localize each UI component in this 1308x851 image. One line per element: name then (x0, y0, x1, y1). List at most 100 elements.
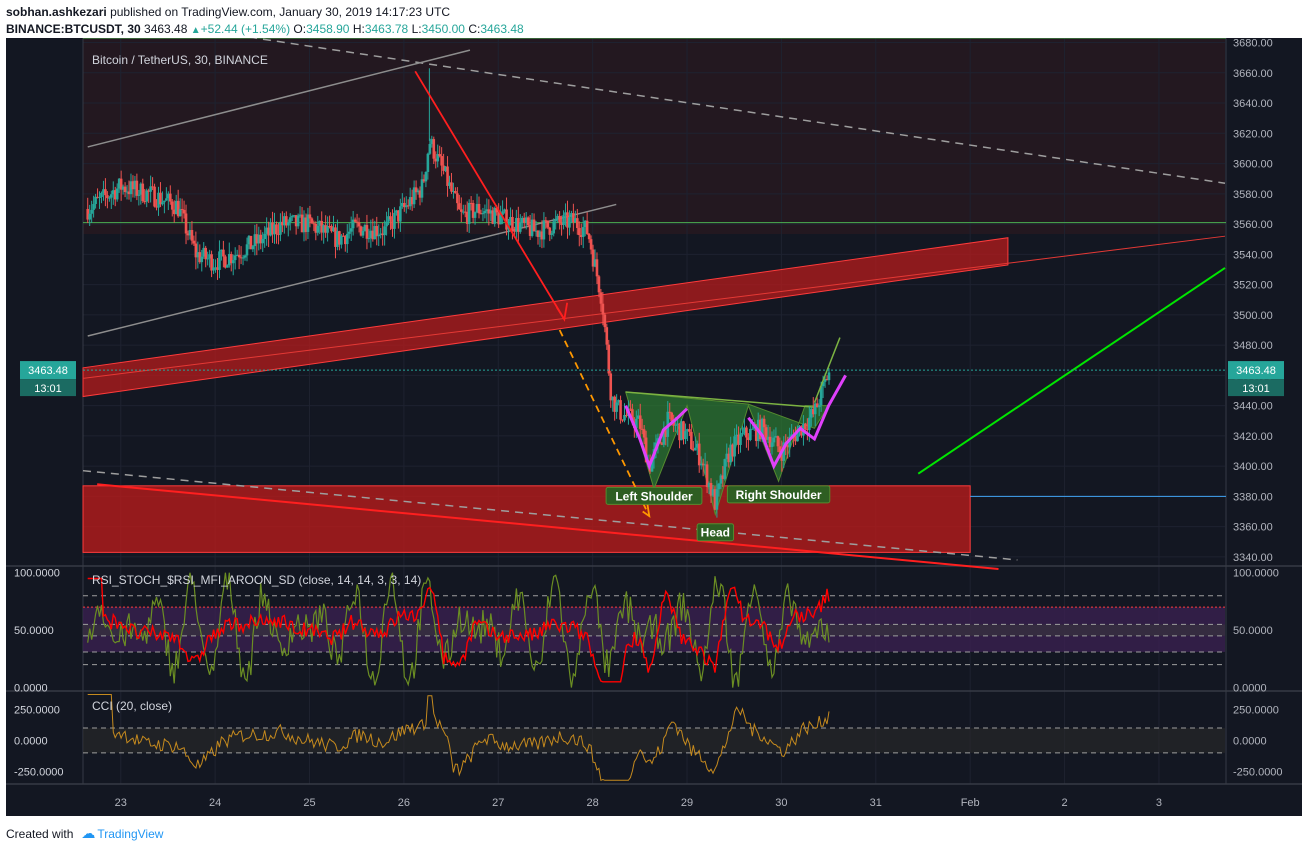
candle-body (275, 224, 278, 235)
chart-header: sobhan.ashkezari published on TradingVie… (6, 4, 524, 39)
candle-body (715, 489, 719, 510)
candle-body (599, 292, 603, 304)
candle-body (774, 436, 778, 438)
candle-body (353, 219, 357, 222)
candle-body (450, 182, 453, 192)
candle-body (397, 210, 400, 222)
dashed-trendline-upper (249, 38, 1226, 184)
candle-body (778, 446, 782, 453)
candle-body (463, 211, 467, 213)
candle-body (410, 197, 414, 205)
high-value: 3463.78 (364, 22, 409, 36)
candle-body (94, 196, 97, 204)
candle-body (222, 249, 225, 257)
candle-body (550, 233, 554, 235)
candle-body (220, 249, 223, 252)
candle-body (190, 230, 194, 241)
cci-band-fill (83, 728, 1225, 753)
candle-body (100, 192, 103, 197)
price-axis-tick: 3360.00 (1233, 522, 1273, 534)
tradingview-brand: TradingView (97, 826, 164, 841)
candle-body (572, 213, 575, 223)
candle-body (312, 223, 316, 225)
candle-body (697, 443, 701, 466)
candle-body (754, 426, 758, 442)
candle-body (422, 179, 426, 182)
chart-container[interactable]: Left Shoulder Head Right Shoulder 3340.00 33… (6, 38, 1302, 816)
time-axis-tick: 28 (587, 797, 599, 809)
candle-body (491, 210, 495, 224)
candle-body (224, 256, 227, 268)
candle-body (113, 190, 117, 200)
descending-support-line (97, 483, 999, 571)
candle-body (204, 247, 207, 260)
candle-body (243, 255, 247, 258)
candle-body (393, 212, 396, 229)
candle-body (739, 434, 742, 445)
candle-body (401, 202, 404, 207)
price-axis-tick: 3640.00 (1233, 98, 1273, 110)
last-price-tag-text: 3463.48 (1236, 365, 1276, 377)
candle-body (188, 230, 192, 236)
candle-body (227, 254, 231, 266)
candle-body (271, 222, 274, 235)
candle-body (517, 218, 520, 232)
candle-body (717, 483, 721, 490)
candle-body (454, 191, 457, 194)
candle-body (277, 234, 280, 236)
symbol-label: BINANCE:BTCUSDT, 30 (6, 22, 141, 36)
candle-body (306, 214, 310, 232)
candle-body (815, 403, 819, 408)
rsi-axis-tick-left: 100.0000 (14, 568, 60, 580)
cci-axis-tick-right: 250.0000 (1233, 704, 1279, 716)
candle-body (644, 437, 648, 463)
candle-body (159, 192, 162, 205)
candle-body (194, 243, 198, 258)
candle-body (635, 418, 638, 429)
candle-body (104, 189, 107, 196)
tradingview-link[interactable]: ☁ TradingView (77, 825, 163, 842)
candle-body (617, 400, 620, 403)
last-price-tag-text: 3463.48 (28, 365, 68, 377)
time-axis-tick: 24 (209, 797, 221, 809)
candle-body (538, 231, 542, 237)
candle-body (167, 193, 170, 199)
candle-body (186, 233, 190, 236)
candle-body (713, 489, 717, 510)
candle-body (110, 194, 113, 198)
candle-body (273, 224, 276, 235)
rsi-mid-band (83, 624, 1225, 636)
candle-body (363, 225, 367, 231)
candle-body (440, 156, 443, 166)
candle-body (184, 213, 188, 234)
candle-body (247, 235, 251, 245)
candle-body (269, 222, 272, 236)
candle-body (381, 233, 384, 236)
candle-body (263, 233, 266, 240)
candle-body (458, 203, 461, 210)
candle-body (212, 267, 215, 271)
rsi-pane-title: RSI_STOCH_$RSI_MFI_AROON_SD (close, 14, … (92, 573, 421, 587)
price-axis-tick: 3400.00 (1233, 461, 1273, 473)
candle-body (481, 213, 485, 215)
time-axis-tick: 26 (398, 797, 410, 809)
candle-body (747, 437, 750, 440)
candle-body (328, 225, 331, 227)
candle-body (595, 259, 599, 277)
candle-body (281, 221, 284, 226)
candle-body (322, 225, 325, 233)
candle-body (420, 179, 424, 198)
candle-body (139, 183, 143, 195)
candle-body (267, 227, 270, 236)
candle-body (593, 259, 597, 267)
author-link[interactable]: sobhan.ashkezari (6, 5, 107, 19)
cci-axis-tick-left: 250.0000 (14, 704, 60, 716)
candle-body (208, 254, 211, 259)
candle-body (668, 411, 672, 413)
candle-body (229, 254, 233, 264)
price-axis-tick: 3500.00 (1233, 310, 1273, 322)
candle-body (170, 201, 174, 210)
candle-body (636, 415, 640, 419)
countdown-tag-left (20, 379, 76, 397)
